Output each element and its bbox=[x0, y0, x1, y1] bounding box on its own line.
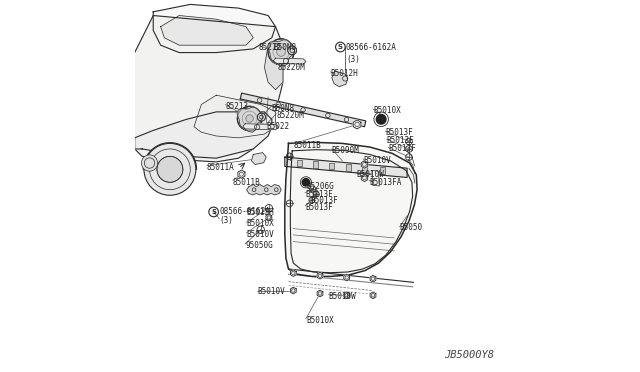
Polygon shape bbox=[264, 45, 283, 90]
Circle shape bbox=[144, 143, 196, 195]
Polygon shape bbox=[370, 292, 376, 299]
Text: B5013F: B5013F bbox=[385, 128, 413, 137]
Text: B5013FA: B5013FA bbox=[369, 178, 402, 187]
Text: B5010X: B5010X bbox=[306, 316, 333, 325]
Polygon shape bbox=[285, 142, 417, 276]
Polygon shape bbox=[161, 16, 253, 45]
Text: 85220M: 85220M bbox=[276, 111, 304, 120]
Polygon shape bbox=[285, 157, 407, 177]
Polygon shape bbox=[361, 161, 368, 168]
Circle shape bbox=[288, 46, 297, 55]
Polygon shape bbox=[237, 107, 262, 132]
Bar bbox=[346, 164, 351, 171]
Bar bbox=[362, 166, 367, 172]
Polygon shape bbox=[266, 214, 272, 221]
Circle shape bbox=[246, 115, 253, 122]
Polygon shape bbox=[134, 16, 283, 162]
Circle shape bbox=[237, 106, 262, 131]
Text: 85011B: 85011B bbox=[233, 178, 260, 187]
Text: B5013F: B5013F bbox=[310, 196, 338, 205]
Polygon shape bbox=[344, 274, 349, 281]
Text: B5010X: B5010X bbox=[373, 106, 401, 115]
Bar bbox=[297, 160, 302, 166]
Text: B5090M: B5090M bbox=[332, 146, 360, 155]
Polygon shape bbox=[361, 174, 368, 182]
Text: B50N8: B50N8 bbox=[274, 42, 297, 51]
Text: B5013F: B5013F bbox=[305, 190, 333, 199]
Polygon shape bbox=[153, 4, 276, 52]
Text: B5012H: B5012H bbox=[330, 69, 358, 78]
Bar bbox=[313, 161, 318, 168]
Text: B5010X: B5010X bbox=[246, 219, 275, 228]
Circle shape bbox=[257, 113, 266, 121]
Polygon shape bbox=[317, 272, 323, 279]
Polygon shape bbox=[291, 270, 296, 276]
Text: (3): (3) bbox=[219, 216, 233, 225]
Circle shape bbox=[276, 47, 285, 56]
Text: S: S bbox=[211, 209, 216, 215]
Text: 85213: 85213 bbox=[225, 102, 248, 111]
Text: B5013F: B5013F bbox=[387, 136, 415, 145]
Text: JB5000Y8: JB5000Y8 bbox=[444, 350, 494, 360]
Text: 85212: 85212 bbox=[259, 42, 282, 51]
Polygon shape bbox=[246, 185, 281, 195]
Polygon shape bbox=[240, 93, 366, 127]
Text: B50N8: B50N8 bbox=[271, 104, 294, 113]
Polygon shape bbox=[252, 153, 266, 164]
Polygon shape bbox=[353, 120, 361, 129]
Polygon shape bbox=[134, 112, 272, 158]
Text: B5013F: B5013F bbox=[388, 144, 416, 153]
Circle shape bbox=[302, 179, 310, 186]
Polygon shape bbox=[238, 170, 245, 178]
Text: B5206G: B5206G bbox=[306, 182, 333, 190]
Text: 08566-6162A: 08566-6162A bbox=[219, 207, 270, 216]
Polygon shape bbox=[273, 58, 306, 64]
Text: B5010V: B5010V bbox=[246, 230, 275, 239]
Polygon shape bbox=[291, 287, 296, 294]
Text: B5050: B5050 bbox=[400, 223, 423, 232]
Polygon shape bbox=[317, 290, 323, 297]
Text: 85220M: 85220M bbox=[277, 63, 305, 72]
Polygon shape bbox=[332, 71, 348, 87]
Text: (3): (3) bbox=[347, 55, 360, 64]
Circle shape bbox=[141, 155, 157, 171]
Circle shape bbox=[157, 156, 183, 182]
Text: B5010V: B5010V bbox=[364, 155, 392, 164]
Bar bbox=[380, 167, 385, 174]
Circle shape bbox=[268, 39, 294, 65]
Text: S: S bbox=[338, 44, 343, 50]
Text: 95050G: 95050G bbox=[245, 241, 273, 250]
Text: B5013F: B5013F bbox=[305, 203, 333, 212]
Text: B5010W: B5010W bbox=[328, 292, 356, 301]
Text: B5022: B5022 bbox=[266, 122, 289, 131]
Text: B5010V: B5010V bbox=[257, 287, 285, 296]
Text: 85011B: 85011B bbox=[293, 141, 321, 151]
Text: B5013H: B5013H bbox=[246, 208, 275, 217]
Polygon shape bbox=[372, 170, 380, 186]
Polygon shape bbox=[344, 292, 349, 299]
Polygon shape bbox=[194, 95, 276, 138]
Text: 85011A: 85011A bbox=[207, 163, 235, 172]
Polygon shape bbox=[243, 124, 278, 130]
Text: B5010W: B5010W bbox=[356, 170, 384, 179]
Bar bbox=[329, 163, 334, 169]
Polygon shape bbox=[370, 275, 376, 282]
Circle shape bbox=[376, 115, 386, 124]
Text: 08566-6162A: 08566-6162A bbox=[346, 42, 397, 51]
Polygon shape bbox=[268, 40, 295, 66]
